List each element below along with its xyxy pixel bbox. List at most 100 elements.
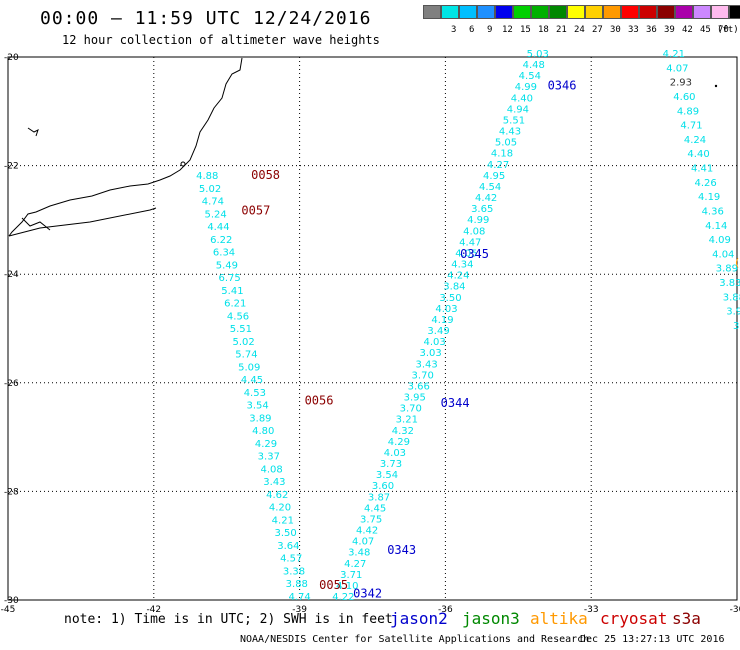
wave-height-value: 4.95 <box>483 171 505 182</box>
wave-height-value: 4.09 <box>709 235 731 246</box>
wave-height-value: 4.07 <box>666 63 688 74</box>
wave-height-value: 6.34 <box>213 248 235 259</box>
wave-height-value: 4.40 <box>511 93 533 104</box>
wave-height-value: 6.22 <box>210 235 232 246</box>
pass-time-label: 0055 <box>319 578 348 592</box>
legend-label: 15 <box>520 25 531 35</box>
legend-label: 12 <box>502 25 513 35</box>
wave-height-value: 4.56 <box>227 311 249 322</box>
legend-swatch <box>495 5 513 19</box>
wave-height-value: 4.07 <box>352 537 374 548</box>
legend-label: 9 <box>487 25 493 35</box>
wave-height-value: 4.74 <box>288 592 310 603</box>
wave-height-value: 4.99 <box>467 215 489 226</box>
legend-swatch <box>639 5 657 19</box>
lat-tick-label: -20 <box>4 53 19 63</box>
wave-height-value: 4.29 <box>255 439 277 450</box>
legend-label: 27 <box>592 25 603 35</box>
legend-label: 3 <box>451 25 457 35</box>
legend-jason3: jason3 <box>462 609 520 628</box>
legend-label: 39 <box>664 25 675 35</box>
wave-height-value: 4.45 <box>364 503 386 514</box>
wave-height-value: 3.71 <box>340 570 362 581</box>
wave-height-value: 4.19 <box>431 315 453 326</box>
wave-height-value: 3.60 <box>372 481 394 492</box>
wave-height-value: 2.93 <box>670 78 692 89</box>
wave-height-value: 3.73 <box>380 459 402 470</box>
lon-tick-label: -30 <box>730 605 740 615</box>
island <box>27 127 39 137</box>
wave-height-value: 4.27 <box>487 160 509 171</box>
wave-height-value: 5.41 <box>221 286 243 297</box>
legend-swatch <box>693 5 711 19</box>
legend-altika: altika <box>530 609 588 628</box>
legend-swatch <box>513 5 531 19</box>
legend-label: 24 <box>574 25 585 35</box>
credit-text: NOAA/NESDIS Center for Satellite Applica… <box>240 634 590 645</box>
legend-label: 36 <box>646 25 657 35</box>
wave-height-value: 3.70 <box>412 370 434 381</box>
lat-tick-label: -28 <box>4 487 19 497</box>
wave-height-value: 4.71 <box>680 121 702 132</box>
coastline-bay <box>8 207 157 237</box>
wave-height-value: 4.89 <box>677 106 699 117</box>
wave-height-value: 3.89 <box>249 413 271 424</box>
wave-height-value: 4.03 <box>435 304 457 315</box>
wave-height-value: 4.29 <box>388 437 410 448</box>
map-title: 00:00 – 11:59 UTC 12/24/2016 <box>40 8 372 29</box>
pass-time-label: 0346 <box>548 79 577 93</box>
wave-height-value: 5.24 <box>205 209 227 220</box>
legend-swatch <box>603 5 621 19</box>
wave-height-value: 3.03 <box>419 348 441 359</box>
wave-height-value: 4.62 <box>266 490 288 501</box>
altika-partial-label: ( <box>735 256 739 269</box>
wave-height-value: 4.40 <box>687 149 709 160</box>
wave-height-value: 4.42 <box>356 526 378 537</box>
wave-height-value: 3.70 <box>400 404 422 415</box>
legend-label: 21 <box>556 25 567 35</box>
wave-height-value: 4.03 <box>384 448 406 459</box>
coastline <box>8 57 243 237</box>
wave-height-value: 4.05 <box>455 248 477 259</box>
pass-time-label: 0056 <box>305 394 334 408</box>
wave-height-value: 4.54 <box>519 71 541 82</box>
wave-height-value: 3.87 <box>368 492 390 503</box>
lon-tick-label: -42 <box>146 605 161 615</box>
wave-height-value: 4.42 <box>475 193 497 204</box>
pass-time-label: 0345 <box>460 247 489 261</box>
wave-height-value: 4.08 <box>463 226 485 237</box>
legend-swatch <box>441 5 459 19</box>
wave-height-value: 4.26 <box>694 178 716 189</box>
wave-height-value: 6.21 <box>224 299 246 310</box>
legend-swatch <box>675 5 693 19</box>
wave-height-value: 4.45 <box>241 375 263 386</box>
legend-s3a: s3a <box>672 609 701 628</box>
wave-height-value: 3.43 <box>416 359 438 370</box>
legend-swatch <box>621 5 639 19</box>
legend-swatch <box>423 5 441 19</box>
wave-height-value: 4.21 <box>663 49 685 60</box>
wave-height-value: 4.34 <box>451 260 473 271</box>
island-dot <box>714 84 718 88</box>
legend-swatch <box>585 5 603 19</box>
wave-height-value: 3.84 <box>443 282 465 293</box>
map-subtitle: 12 hour collection of altimeter wave hei… <box>62 33 380 47</box>
legend-label: 45 <box>700 25 711 35</box>
wave-height-value: 3.83 <box>719 278 740 289</box>
wave-height-value: 4.80 <box>252 426 274 437</box>
legend-swatch <box>549 5 567 19</box>
wave-height-value: 4.27 <box>344 559 366 570</box>
lon-tick-label: -39 <box>292 605 307 615</box>
wave-height-value: 3.9 <box>733 321 740 332</box>
legend-label: 42 <box>682 25 693 35</box>
wave-height-value: 3.37 <box>258 452 280 463</box>
wave-height-value: 3.66 <box>408 381 430 392</box>
wave-height-value: 4.48 <box>523 60 545 71</box>
legend-swatch <box>477 5 495 19</box>
lat-tick-label: -22 <box>4 162 19 172</box>
wave-height-value: 3.54 <box>246 401 268 412</box>
wave-height-value: 3.50 <box>439 293 461 304</box>
wave-height-value: 3.48 <box>348 548 370 559</box>
wave-height-value: 4.57 <box>280 554 302 565</box>
